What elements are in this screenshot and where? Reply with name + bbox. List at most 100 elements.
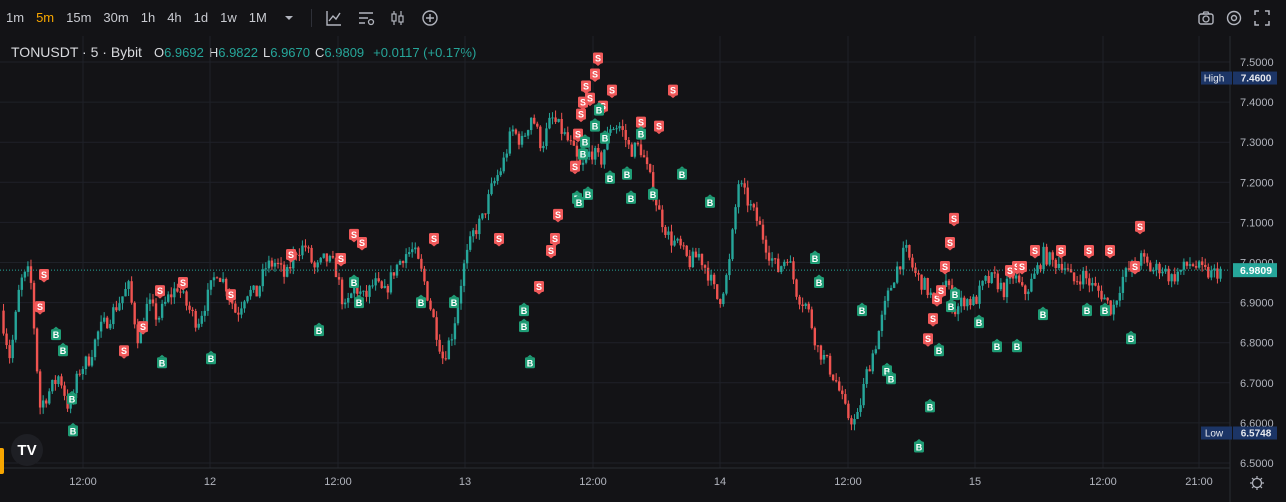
sell-marker[interactable]: S: [1017, 261, 1027, 275]
buy-marker[interactable]: B: [950, 286, 960, 301]
time-axis[interactable]: 12:00 12 12:00 13 12:00 14 12:00 15 12:00 21:00: [69, 476, 1213, 488]
sell-marker[interactable]: S: [949, 212, 959, 227]
buy-marker[interactable]: B: [622, 166, 632, 180]
sell-marker[interactable]: S: [429, 232, 439, 247]
sell-marker[interactable]: S: [1130, 261, 1140, 275]
chart-style-icon[interactable]: [355, 7, 377, 29]
buy-marker[interactable]: B: [857, 302, 867, 317]
sell-marker[interactable]: S: [593, 52, 603, 66]
buy-marker[interactable]: B: [925, 398, 935, 413]
sell-marker[interactable]: S: [286, 248, 296, 263]
sell-marker[interactable]: S: [546, 244, 556, 259]
tradingview-logo[interactable]: TV: [11, 434, 43, 466]
timeframe-1h[interactable]: 1h: [140, 10, 156, 25]
sell-marker[interactable]: S: [570, 160, 580, 175]
buy-marker[interactable]: B: [580, 134, 590, 148]
buy-marker[interactable]: B: [810, 250, 820, 264]
buy-marker[interactable]: B: [934, 342, 944, 357]
sell-marker[interactable]: S: [585, 92, 595, 107]
sell-marker[interactable]: S: [936, 285, 946, 299]
timeframe-1d[interactable]: 1d: [193, 10, 209, 25]
sell-marker[interactable]: S: [607, 84, 617, 99]
buy-marker[interactable]: B: [1012, 338, 1022, 353]
buy-marker[interactable]: B: [1082, 302, 1092, 317]
buy-marker[interactable]: B: [648, 186, 658, 200]
settings-icon[interactable]: [1223, 7, 1245, 29]
sell-marker[interactable]: S: [39, 269, 49, 283]
sell-marker[interactable]: S: [945, 236, 955, 251]
candles-icon[interactable]: [387, 7, 409, 29]
buy-marker[interactable]: B: [449, 294, 459, 309]
sell-marker[interactable]: S: [1135, 220, 1145, 235]
chart-settings-icon[interactable]: [1248, 474, 1266, 492]
buy-marker[interactable]: B: [58, 342, 68, 357]
sell-marker[interactable]: S: [940, 261, 950, 275]
buy-marker[interactable]: B: [677, 166, 687, 180]
sell-marker[interactable]: S: [357, 236, 367, 251]
buy-marker[interactable]: B: [1126, 330, 1136, 345]
sell-marker[interactable]: S: [550, 232, 560, 247]
sell-marker[interactable]: S: [119, 345, 129, 359]
add-icon[interactable]: [419, 7, 441, 29]
buy-marker[interactable]: B: [349, 274, 359, 289]
buy-marker[interactable]: B: [590, 118, 600, 132]
sell-marker[interactable]: S: [573, 128, 583, 143]
indicators-icon[interactable]: [323, 7, 345, 29]
timeframe-5m[interactable]: 5m: [36, 10, 55, 25]
buy-marker[interactable]: B: [67, 390, 77, 405]
buy-marker[interactable]: B: [946, 298, 956, 313]
buy-marker[interactable]: B: [578, 146, 588, 160]
sell-marker[interactable]: S: [1084, 244, 1094, 259]
buy-marker[interactable]: B: [914, 438, 924, 453]
sell-marker[interactable]: S: [226, 289, 236, 303]
timeframe-1w[interactable]: 1w: [220, 10, 237, 25]
buy-marker[interactable]: B: [705, 194, 715, 208]
buy-marker[interactable]: B: [314, 322, 324, 337]
timeframe-1m[interactable]: 1m: [6, 10, 25, 25]
buy-marker[interactable]: B: [51, 326, 61, 341]
sell-marker[interactable]: S: [590, 68, 600, 83]
sell-marker[interactable]: S: [349, 228, 359, 243]
sell-marker[interactable]: S: [928, 313, 938, 327]
buy-marker[interactable]: B: [206, 350, 216, 365]
timeframe-15m[interactable]: 15m: [66, 10, 92, 25]
sell-marker[interactable]: S: [178, 277, 188, 291]
sell-marker[interactable]: S: [494, 232, 504, 247]
sell-marker[interactable]: S: [1030, 244, 1040, 259]
buy-marker[interactable]: B: [519, 318, 529, 333]
buy-marker[interactable]: B: [1100, 302, 1110, 317]
buy-marker[interactable]: B: [636, 126, 646, 140]
timeframe-1M[interactable]: 1M: [248, 10, 267, 25]
buy-marker[interactable]: B: [600, 130, 610, 144]
sell-marker[interactable]: S: [576, 108, 586, 123]
sell-marker[interactable]: S: [654, 120, 664, 135]
buy-marker[interactable]: B: [157, 354, 167, 369]
sell-marker[interactable]: S: [1056, 244, 1066, 259]
buy-marker[interactable]: B: [594, 102, 604, 116]
side-panel-tab[interactable]: [0, 448, 4, 474]
timeframe-30m[interactable]: 30m: [103, 10, 129, 25]
timeframe-4h[interactable]: 4h: [167, 10, 182, 25]
sell-marker[interactable]: S: [35, 301, 45, 315]
buy-marker[interactable]: B: [992, 338, 1002, 353]
price-chart[interactable]: 7.50007.40007.30007.20007.10007.00006.90…: [0, 36, 1286, 502]
sell-marker[interactable]: S: [534, 281, 544, 295]
buy-marker[interactable]: B: [886, 370, 896, 385]
sell-marker[interactable]: S: [336, 252, 346, 267]
sell-marker[interactable]: S: [668, 84, 678, 99]
sell-marker[interactable]: S: [553, 208, 563, 223]
buy-marker[interactable]: B: [68, 422, 78, 437]
buy-marker[interactable]: B: [1038, 306, 1048, 321]
buy-marker[interactable]: B: [583, 186, 593, 200]
sell-marker[interactable]: S: [1105, 244, 1115, 259]
buy-marker[interactable]: B: [974, 314, 984, 329]
sell-marker[interactable]: S: [581, 80, 591, 95]
buy-marker[interactable]: B: [354, 294, 364, 309]
dropdown-caret-icon[interactable]: [278, 7, 300, 29]
sell-marker[interactable]: S: [155, 285, 165, 299]
sell-marker[interactable]: S: [138, 321, 148, 335]
buy-marker[interactable]: B: [814, 274, 824, 289]
sell-marker[interactable]: S: [923, 333, 933, 347]
buy-marker[interactable]: B: [416, 294, 426, 309]
camera-icon[interactable]: [1195, 7, 1217, 29]
